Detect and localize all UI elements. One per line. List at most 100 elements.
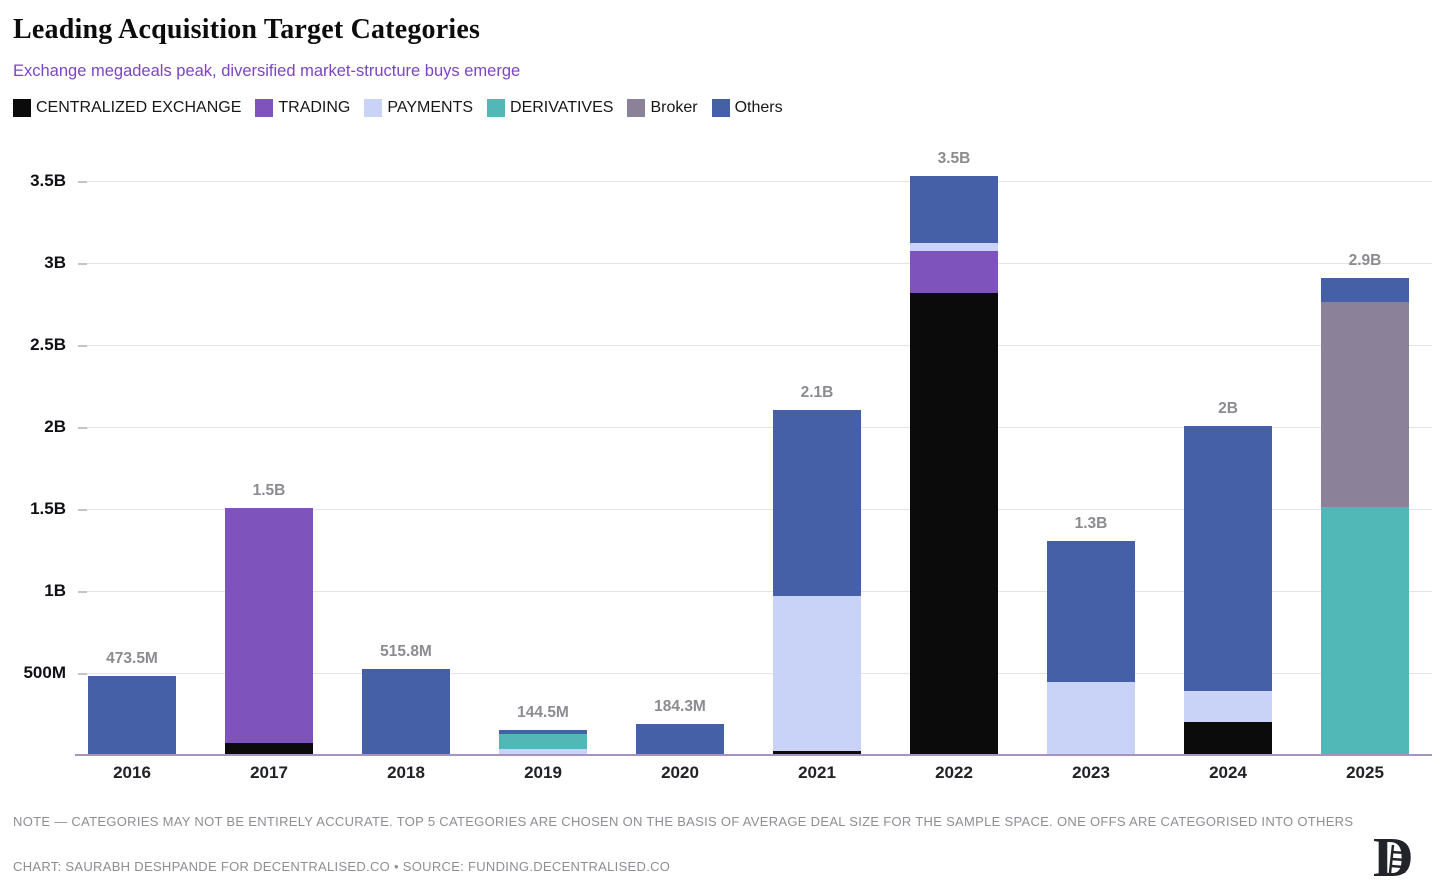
bar-segment-others (910, 175, 998, 244)
bar-segment-centralized-exchange (1184, 722, 1272, 754)
bar-total-label: 184.3M (654, 697, 706, 715)
plot-area: 500M 1B 1.5B 2B 2.5B 3B 3.5B 473.5M 2016 1.5B 2017… (23, 150, 1432, 782)
legend-label: TRADING (278, 99, 351, 116)
x-axis-label-2024: 2024 (1209, 763, 1247, 782)
legend-item: DERIVATIVES (487, 99, 613, 117)
y-axis-tick-label: 3.5B (30, 171, 66, 190)
decentralised-logo: D (1373, 827, 1413, 887)
x-axis-label-2022: 2022 (935, 763, 973, 782)
x-axis-label-2025: 2025 (1346, 763, 1384, 782)
footer-note: NOTE — CATEGORIES MAY NOT BE ENTIRELY AC… (13, 814, 1354, 829)
bar-segment-trading (910, 251, 998, 294)
gridline (78, 509, 1432, 510)
bar-segment-centralized-exchange (910, 293, 998, 754)
bar-segment-payments (1184, 690, 1272, 723)
bar-segment-derivatives (1321, 507, 1409, 754)
gridline (78, 345, 1432, 346)
page-title: Leading Acquisition Target Categories (13, 14, 481, 45)
bar-total-label: 2B (1218, 400, 1238, 417)
gridline (78, 673, 1432, 674)
gridline (78, 591, 1432, 592)
x-axis-label-2016: 2016 (113, 763, 151, 782)
gridline (78, 263, 1432, 264)
bar-total-label: 2.1B (800, 383, 834, 401)
stacked-bar-2022: 3.5B (910, 150, 998, 754)
legend-swatch (364, 99, 383, 117)
bar-total-label: 1.3B (1074, 514, 1108, 532)
x-axis-label-2017: 2017 (250, 763, 288, 782)
legend-item: CENTRALIZED EXCHANGE (13, 99, 241, 117)
x-axis-line (75, 754, 1432, 756)
bar-segment-payments (773, 595, 861, 751)
stacked-bar-2024: 2B (1184, 400, 1272, 754)
bar-total-label: 1.5B (252, 482, 286, 499)
legend-swatch (255, 99, 274, 117)
stacked-bar-2025: 2.9B (1321, 252, 1409, 754)
stacked-bar-2021: 2.1B (773, 384, 861, 754)
bar-total-label: 144.5M (517, 704, 569, 722)
bar-segment-payments (910, 243, 998, 252)
bar-segment-others (1184, 426, 1272, 691)
bar-segment-others (1047, 540, 1135, 682)
y-axis-tick-label: 2B (44, 417, 66, 436)
bar-total-label: 3.5B (937, 149, 971, 167)
stacked-bar-2020: 184.3M (636, 698, 724, 754)
bar-segment-others (636, 723, 724, 754)
bar-segment-broker (1321, 302, 1409, 508)
bar-segment-derivatives (499, 734, 587, 750)
axis-tick (78, 262, 87, 265)
y-axis-tick-label: 500M (23, 663, 66, 682)
legend-swatch (627, 99, 646, 117)
bar-segment-others (499, 730, 587, 735)
axis-tick (78, 426, 87, 429)
gridline (78, 181, 1432, 182)
legend-swatch (487, 99, 506, 117)
legend-item: PAYMENTS (364, 99, 473, 117)
legend-swatch (711, 99, 730, 117)
x-axis-label-2023: 2023 (1072, 763, 1110, 782)
axis-tick (78, 180, 87, 183)
stacked-bar-2023: 1.3B (1047, 515, 1135, 754)
y-axis-tick-label: 1B (44, 581, 66, 600)
chart-subtitle: Exchange megadeals peak, diversified mar… (13, 62, 521, 80)
stacked-bar-2018: 515.8M (362, 643, 450, 754)
bar-segment-trading (225, 508, 313, 743)
x-axis-label-2020: 2020 (661, 763, 699, 782)
bar-segment-centralized-exchange (773, 750, 861, 754)
legend: CENTRALIZED EXCHANGE TRADING PAYMENTS DERIV… (13, 99, 783, 117)
y-axis-tick-label: 2.5B (30, 335, 66, 354)
bar-total-label: 2.9B (1348, 252, 1382, 270)
x-axis-label-2019: 2019 (524, 763, 562, 782)
legend-item: Broker (627, 99, 698, 117)
legend-label: CENTRALIZED EXCHANGE (36, 99, 242, 116)
legend-item: TRADING (255, 99, 350, 117)
bar-total-label: 515.8M (380, 643, 432, 661)
legend-label: PAYMENTS (387, 99, 474, 116)
legend-swatch (13, 99, 31, 117)
legend-label: DERIVATIVES (510, 99, 614, 116)
footer-credit: CHART: SAURABH DESHPANDE FOR DECENTRALIS… (13, 859, 671, 874)
bar-segment-others (88, 676, 176, 754)
axis-tick (78, 508, 87, 511)
stacked-bar-2019: 144.5M (499, 704, 587, 754)
x-axis-label-2021: 2021 (798, 763, 836, 782)
stacked-bar-2017: 1.5B (225, 482, 313, 754)
y-axis-tick-label: 1.5B (30, 499, 66, 518)
legend-label: Broker (650, 99, 698, 116)
bar-segment-payments (1047, 681, 1135, 754)
bar-segment-centralized-exchange (225, 742, 313, 754)
stacked-bar-2016: 473.5M (88, 650, 176, 754)
axis-tick (78, 672, 87, 675)
x-axis-label-2018: 2018 (387, 763, 425, 782)
bar-total-label: 473.5M (106, 650, 158, 668)
bar-segment-others (773, 409, 861, 596)
bar-segment-others (362, 669, 450, 754)
axis-tick (78, 344, 87, 347)
bar-segment-others (1321, 278, 1409, 303)
svg-text:D: D (1373, 827, 1413, 887)
bar-segment-payments (499, 749, 587, 754)
y-axis-tick-label: 3B (44, 253, 66, 272)
axis-tick (78, 590, 87, 593)
legend-label: Others (734, 99, 783, 116)
